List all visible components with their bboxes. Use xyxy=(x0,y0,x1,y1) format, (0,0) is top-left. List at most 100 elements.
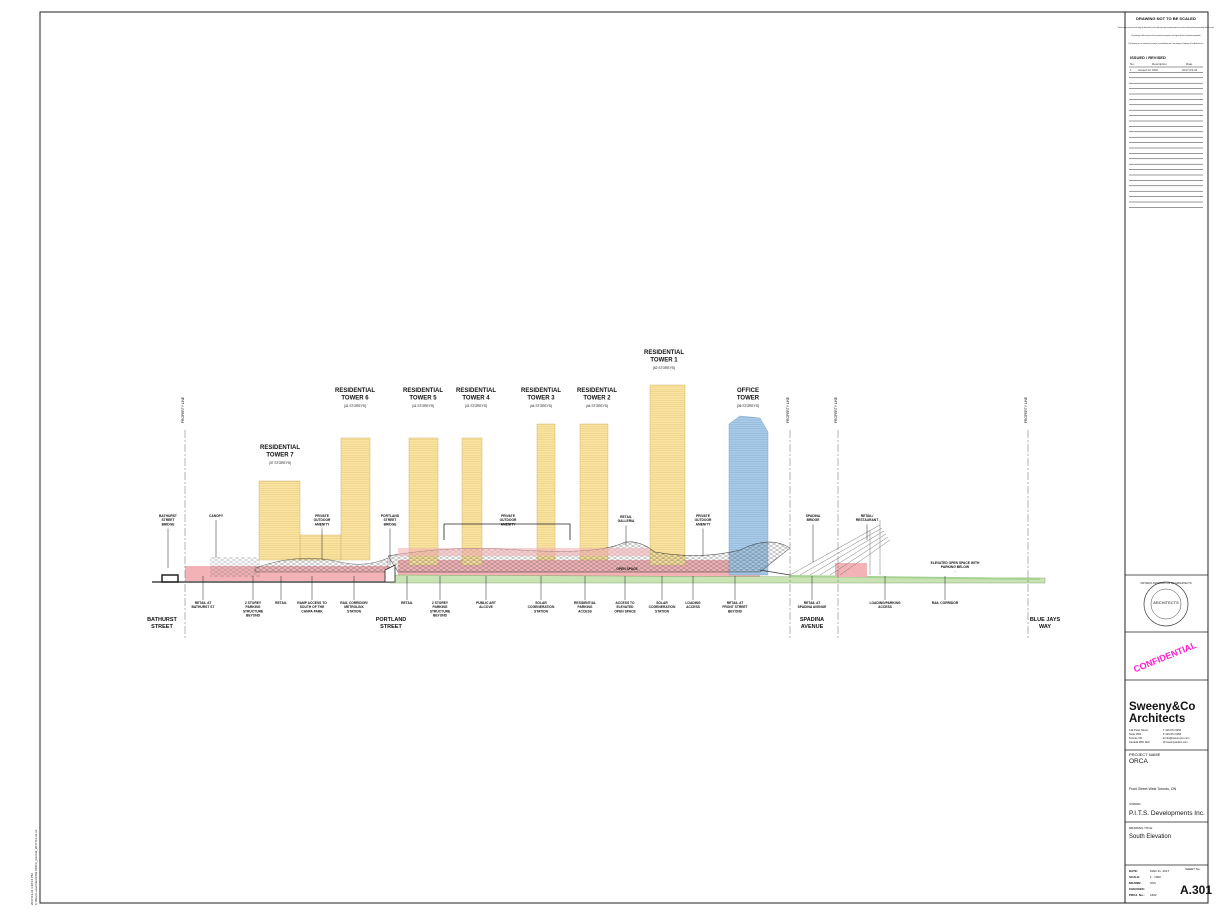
bottom-callout: STATION xyxy=(347,609,362,613)
bottom-callout: CANPA PARK xyxy=(301,609,323,613)
bottom-callout: SOLAR xyxy=(535,601,547,605)
issued-col: Date xyxy=(1186,62,1193,66)
tower-name: TOWER xyxy=(737,396,760,402)
drawing-title: South Elevation xyxy=(1129,834,1171,840)
top-callout: STREET xyxy=(161,518,174,522)
info-label: PROJ. No.: xyxy=(1129,893,1145,897)
bottom-callout: RAMP ACCESS TO xyxy=(297,601,327,605)
street-name: AVENUE xyxy=(801,624,824,630)
bottom-callout: METROLINX xyxy=(344,605,364,609)
contact-line: F 416.971.6250 xyxy=(1163,732,1182,736)
owner-label: OWNER xyxy=(1129,802,1141,806)
firm-name: Sweeny&Co xyxy=(1129,701,1195,713)
top-callout: PRIVATE xyxy=(696,514,711,518)
tower-name: OFFICE xyxy=(737,388,759,394)
tower-name: RESIDENTIAL xyxy=(456,388,496,394)
elevation-drawing xyxy=(152,384,1046,584)
street-name: BATHURST xyxy=(147,617,177,623)
top-callout: BRIDGE xyxy=(162,522,176,526)
bottom-callout: RETAIL xyxy=(401,601,413,605)
canopy xyxy=(210,557,260,577)
tower-name: RESIDENTIAL xyxy=(521,388,561,394)
contact-line: W sweenyandco.com xyxy=(1163,740,1188,744)
tower-name: RESIDENTIAL xyxy=(260,445,300,451)
bottom-callout: STATION xyxy=(655,609,670,613)
tower-name: RESIDENTIAL xyxy=(335,388,375,394)
bottom-callout: FRONT STREET xyxy=(722,605,747,609)
bottom-callout: PARKING xyxy=(433,605,448,609)
stamp-ring xyxy=(1143,581,1189,627)
project: ORCA xyxy=(1129,758,1148,765)
top-callout: PRIVATE xyxy=(315,514,330,518)
tower-1 xyxy=(649,384,686,566)
tower-6 xyxy=(340,437,371,561)
street-name: STREET xyxy=(151,624,173,630)
bottom-callout: PUBLIC ART xyxy=(476,601,496,605)
bottom-callout: SPADINA AVENUE xyxy=(798,605,828,609)
bottom-callout: RETAIL AT xyxy=(727,601,744,605)
top-callout: PRIVATE xyxy=(501,514,516,518)
labels: Contractor must check and verify all dim… xyxy=(30,26,1215,905)
info-label: DRAWN: xyxy=(1129,881,1141,885)
title-block-rules xyxy=(1125,574,1208,866)
contact-line: T 416.971.6252 xyxy=(1163,728,1182,732)
address-line: Toronto ON xyxy=(1129,736,1142,740)
retail-restaurant-base xyxy=(835,563,867,577)
info-label: SCALE: xyxy=(1129,875,1140,879)
tower-name: TOWER 5 xyxy=(409,396,437,402)
bottom-callout: SOLAR xyxy=(656,601,668,605)
street-name: WAY xyxy=(1039,624,1051,630)
info-label: CHECKED: xyxy=(1129,887,1145,891)
top-callout: RESTAURANT xyxy=(856,518,878,522)
tower-storeys: (41 STOREYS) xyxy=(465,404,487,408)
bottom-callout: BEYOND xyxy=(728,609,743,613)
tower-name: TOWER 3 xyxy=(527,396,555,402)
issued-col: No. xyxy=(1130,62,1135,66)
top-callout: BATHURST xyxy=(159,514,177,518)
top-callout: STREET xyxy=(383,518,396,522)
info-label: DATE: xyxy=(1129,869,1138,873)
property-line-label: PROPERTY LINE xyxy=(786,396,790,423)
bottom-callout: RAIL CORRIDOR/ xyxy=(340,601,367,605)
issued-rows-grid xyxy=(1129,66,1203,208)
stamp-center: ARCHITECTS xyxy=(1153,600,1179,605)
street-name: SPADINA xyxy=(800,617,824,623)
address-line: 134 Peter Street xyxy=(1129,728,1148,732)
tower-name: TOWER 4 xyxy=(462,396,490,402)
tower-name: TOWER 6 xyxy=(341,396,369,402)
tower-storeys: (44 STOREYS) xyxy=(586,404,608,408)
top-callout: AMENITY xyxy=(315,522,331,526)
address-line: Canada M5V 2H2 xyxy=(1129,740,1150,744)
top-callout: CANOPY xyxy=(209,514,224,518)
bottom-callout: PARKING xyxy=(246,605,261,609)
bottom-callout: SOUTH OF THE xyxy=(300,605,325,609)
west-podium-roof xyxy=(254,557,389,573)
bottom-callout: ACCESS TO xyxy=(615,601,635,605)
tower-name: TOWER 1 xyxy=(650,358,678,364)
tower-name: TOWER 2 xyxy=(583,396,611,402)
amenity-bracket xyxy=(443,523,571,540)
bottom-callout: ACCESS xyxy=(578,609,593,613)
bottom-callout: RETAIL AT xyxy=(195,601,212,605)
property-line-label: PROPERTY LINE xyxy=(834,396,838,423)
top-callout: RETAIL xyxy=(620,515,632,519)
top-callout: PORTLAND xyxy=(381,514,400,518)
property-line-label: PROPERTY LINE xyxy=(181,396,185,423)
info-value: MAR 31, 2017 xyxy=(1150,869,1170,873)
issued-heading: ISSUED / REVISED xyxy=(1130,55,1166,60)
drawing-title-label: DRAWING TITLE xyxy=(1129,826,1152,830)
issued-cell: 1 xyxy=(1130,68,1132,72)
tower-6-lower xyxy=(299,534,342,561)
sheet-number: A.301 xyxy=(1180,883,1212,897)
bottom-callout: 2 STOREY xyxy=(432,601,449,605)
top-callout: AMENITY xyxy=(696,522,712,526)
street-name: PORTLAND xyxy=(376,617,407,623)
bottom-callout: LOADING xyxy=(685,601,701,605)
top-callout: OUTDOOR xyxy=(314,518,331,522)
bottom-callout: ALCOVE xyxy=(479,605,494,609)
stamp-inner xyxy=(1150,588,1182,620)
location: Front Street West Toronto, ON xyxy=(1129,787,1177,791)
info-value: SSC xyxy=(1150,881,1157,885)
top-callout: ELEVATED OPEN SPACE WITH xyxy=(931,561,980,565)
address-line: Suite 1601 xyxy=(1129,732,1142,736)
